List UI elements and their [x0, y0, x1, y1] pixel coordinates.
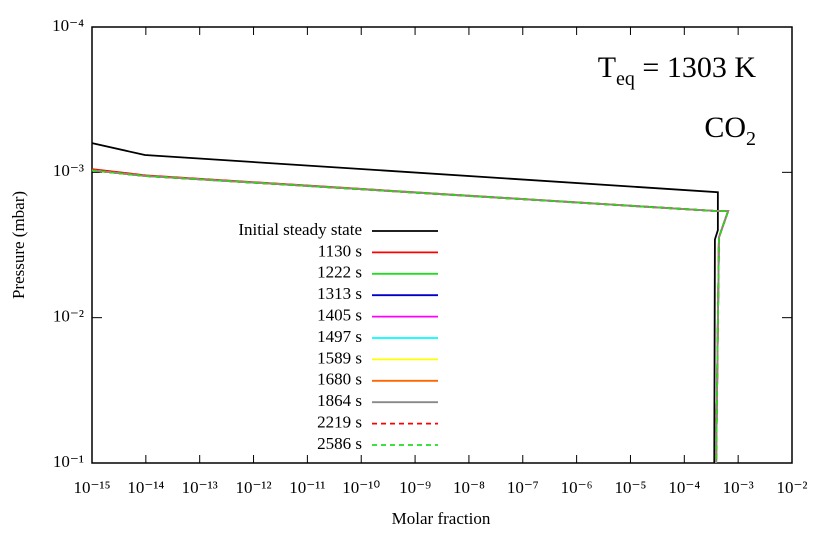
- y-tick-label: 10⁻²: [53, 307, 84, 326]
- legend-label: Initial steady state: [238, 220, 362, 239]
- legend-label: 2219 s: [317, 413, 362, 432]
- y-tick-label: 10⁻³: [53, 161, 84, 180]
- plot-frame: [91, 26, 793, 464]
- annotation-part: T: [598, 51, 616, 84]
- legend-label: 1222 s: [317, 263, 362, 282]
- x-tick-label: 10⁻⁵: [615, 478, 647, 497]
- annotation: Teq = 1303 K: [598, 51, 757, 90]
- x-axis-label: Molar fraction: [392, 509, 491, 528]
- x-tick-label: 10⁻¹³: [182, 478, 218, 497]
- x-tick-label: 10⁻⁸: [453, 478, 485, 497]
- annotation-part: = 1303 K: [635, 51, 756, 84]
- legend-label: 1589 s: [317, 348, 362, 367]
- legend-label: 2586 s: [317, 434, 362, 453]
- x-tick-label: 10⁻³: [723, 478, 754, 497]
- legend-label: 1497 s: [317, 327, 362, 346]
- annotation-part: eq: [616, 68, 635, 90]
- x-tick-label: 10⁻⁶: [561, 478, 593, 497]
- legend-label: 1680 s: [317, 370, 362, 389]
- annotation-part: 2: [746, 128, 756, 150]
- y-tick-label: 10⁻⁴: [52, 16, 84, 35]
- legend-label: 1130 s: [318, 241, 362, 260]
- x-tick-label: 10⁻⁴: [668, 478, 700, 497]
- legend-label: 1405 s: [317, 306, 362, 325]
- x-tick-label: 10⁻¹⁵: [74, 478, 111, 497]
- legend-label: 1313 s: [317, 284, 362, 303]
- x-tick-label: 10⁻¹⁴: [127, 478, 164, 497]
- x-tick-label: 10⁻¹⁰: [342, 478, 380, 497]
- legend-label: 1864 s: [317, 391, 362, 410]
- x-tick-label: 10⁻²: [776, 478, 807, 497]
- annotation: CO2: [704, 111, 756, 150]
- y-tick-label: 10⁻¹: [53, 452, 84, 471]
- x-tick-label: 10⁻¹¹: [289, 478, 325, 497]
- annotation-part: CO: [704, 111, 746, 144]
- series-line: [91, 169, 730, 464]
- x-tick-label: 10⁻⁷: [507, 478, 539, 497]
- x-tick-label: 10⁻⁹: [399, 478, 431, 497]
- y-axis-label: Pressure (mbar): [9, 191, 28, 299]
- x-tick-label: 10⁻¹²: [235, 478, 271, 497]
